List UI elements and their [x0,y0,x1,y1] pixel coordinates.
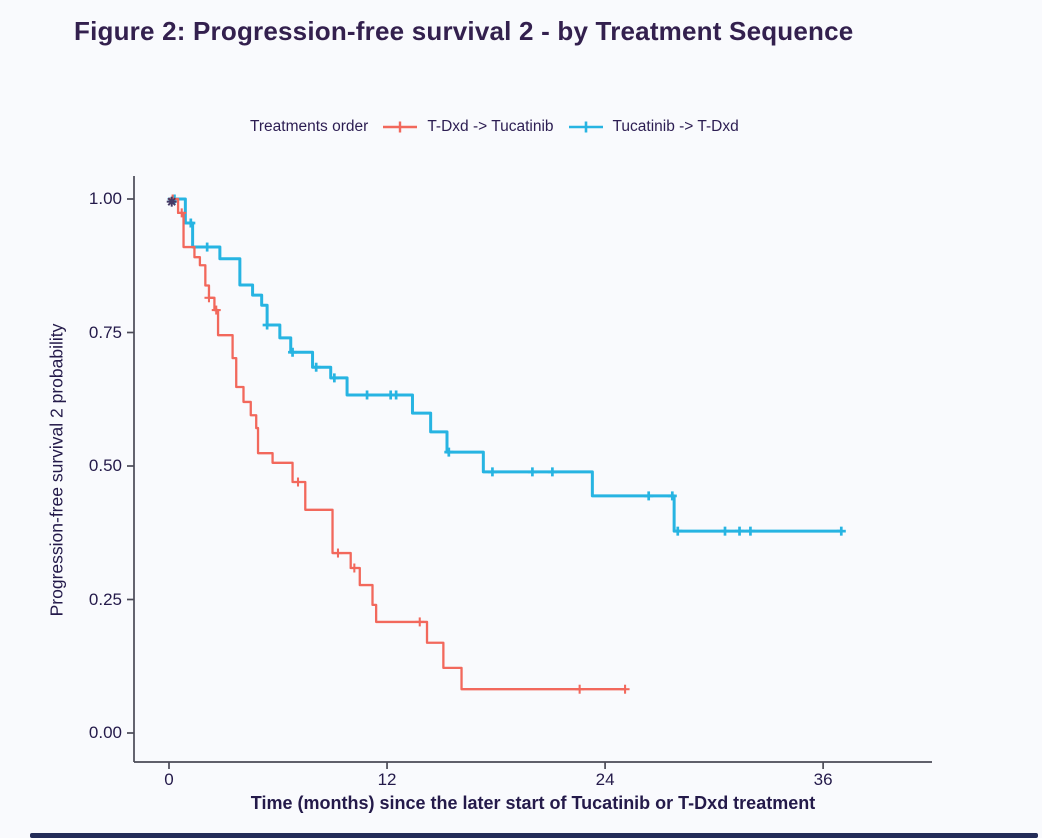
legend-item-tucatinib-first: Tucatinib -> T-Dxd [568,118,739,136]
censor-plus-marker-red-icon [383,121,418,133]
x-tick-label: 0 [164,770,174,789]
legend-title: Treatments order [250,118,369,135]
x-tick-label: 12 [377,770,397,789]
figure-title: Figure 2: Progression-free survival 2 - … [74,16,854,46]
y-tick-label: 0.75 [88,322,122,342]
legend-item-tdxd-first: T-Dxd -> Tucatinib [382,118,554,136]
km-plot-svg [127,176,932,769]
legend-item-label: T-Dxd -> Tucatinib [427,118,554,135]
legend: Treatments order T-Dxd -> Tucatinib Tuca… [250,113,739,141]
legend-item-label: Tucatinib -> T-Dxd [612,118,739,135]
survival-curve-tdxd-first [167,197,627,691]
x-tick-label: 24 [595,770,615,789]
x-tick-label: 36 [813,770,833,789]
y-tick-label: 1.00 [88,189,122,208]
x-axis-label: Time (months) since the later start of T… [250,793,816,813]
bottom-border-bar [30,833,1038,838]
y-tick-label: 0.25 [88,589,122,609]
censor-plus-marker-blue-icon [568,121,603,133]
survival-curve-tucatinib-first [167,197,843,533]
censor-tick-icon [167,197,176,206]
y-tick-label: 0.00 [88,723,122,742]
y-tick-label: 0.50 [88,456,122,475]
